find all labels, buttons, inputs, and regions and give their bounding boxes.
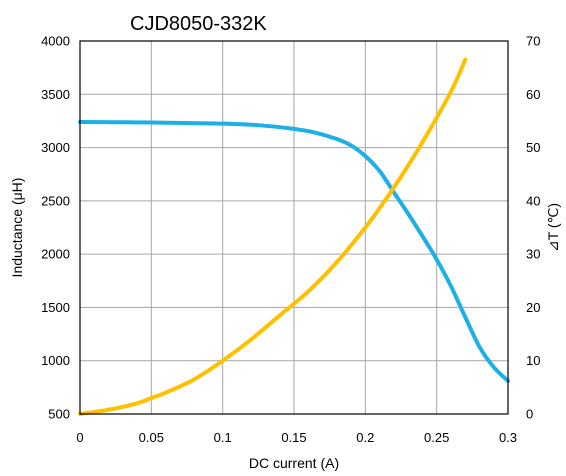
plot-frame: [79, 40, 509, 415]
x-tick-label: 0.05: [139, 430, 164, 445]
series-layer: [78, 57, 510, 416]
y2-tick-label: 40: [526, 193, 540, 208]
y-tick-label: 3000: [41, 140, 70, 155]
y-tick-label: 2000: [41, 247, 70, 262]
x-tick-label: 0: [76, 430, 83, 445]
y-tick-label: 1500: [41, 300, 70, 315]
y2-axis-label: ⊿T (℃): [545, 203, 561, 252]
temperature-rise-line: [78, 57, 468, 416]
y2-tick-label: 30: [526, 247, 540, 262]
y-tick-label: 3500: [41, 87, 70, 102]
y-tick-label: 2500: [41, 193, 70, 208]
y2-tick-label: 10: [526, 353, 540, 368]
y2-tick-label: 70: [526, 34, 540, 49]
x-tick-label: 0.15: [281, 430, 306, 445]
x-tick-label: 0.2: [356, 430, 374, 445]
x-tick-label: 0.25: [424, 430, 449, 445]
y-axis-label: Inductance (μH): [9, 178, 25, 278]
x-tick-label: 0.3: [499, 430, 517, 445]
y-tick-label: 500: [48, 407, 70, 422]
inductance-line: [78, 119, 510, 383]
chart-title: CJD8050-332K: [130, 13, 267, 35]
y2-tick-label: 0: [526, 407, 533, 422]
grid-layer: [80, 41, 508, 414]
y2-tick-label: 60: [526, 87, 540, 102]
y-tick-label: 1000: [41, 353, 70, 368]
x-tick-label: 0.1: [214, 430, 232, 445]
y-tick-label: 4000: [41, 34, 70, 49]
y2-tick-label: 50: [526, 140, 540, 155]
tick-layer: 0 0.05 0.1 0.15 0.2 0.25 0.3500100015002000250…: [41, 34, 540, 446]
y2-tick-label: 20: [526, 300, 540, 315]
x-axis-label: DC current (A): [249, 455, 339, 471]
